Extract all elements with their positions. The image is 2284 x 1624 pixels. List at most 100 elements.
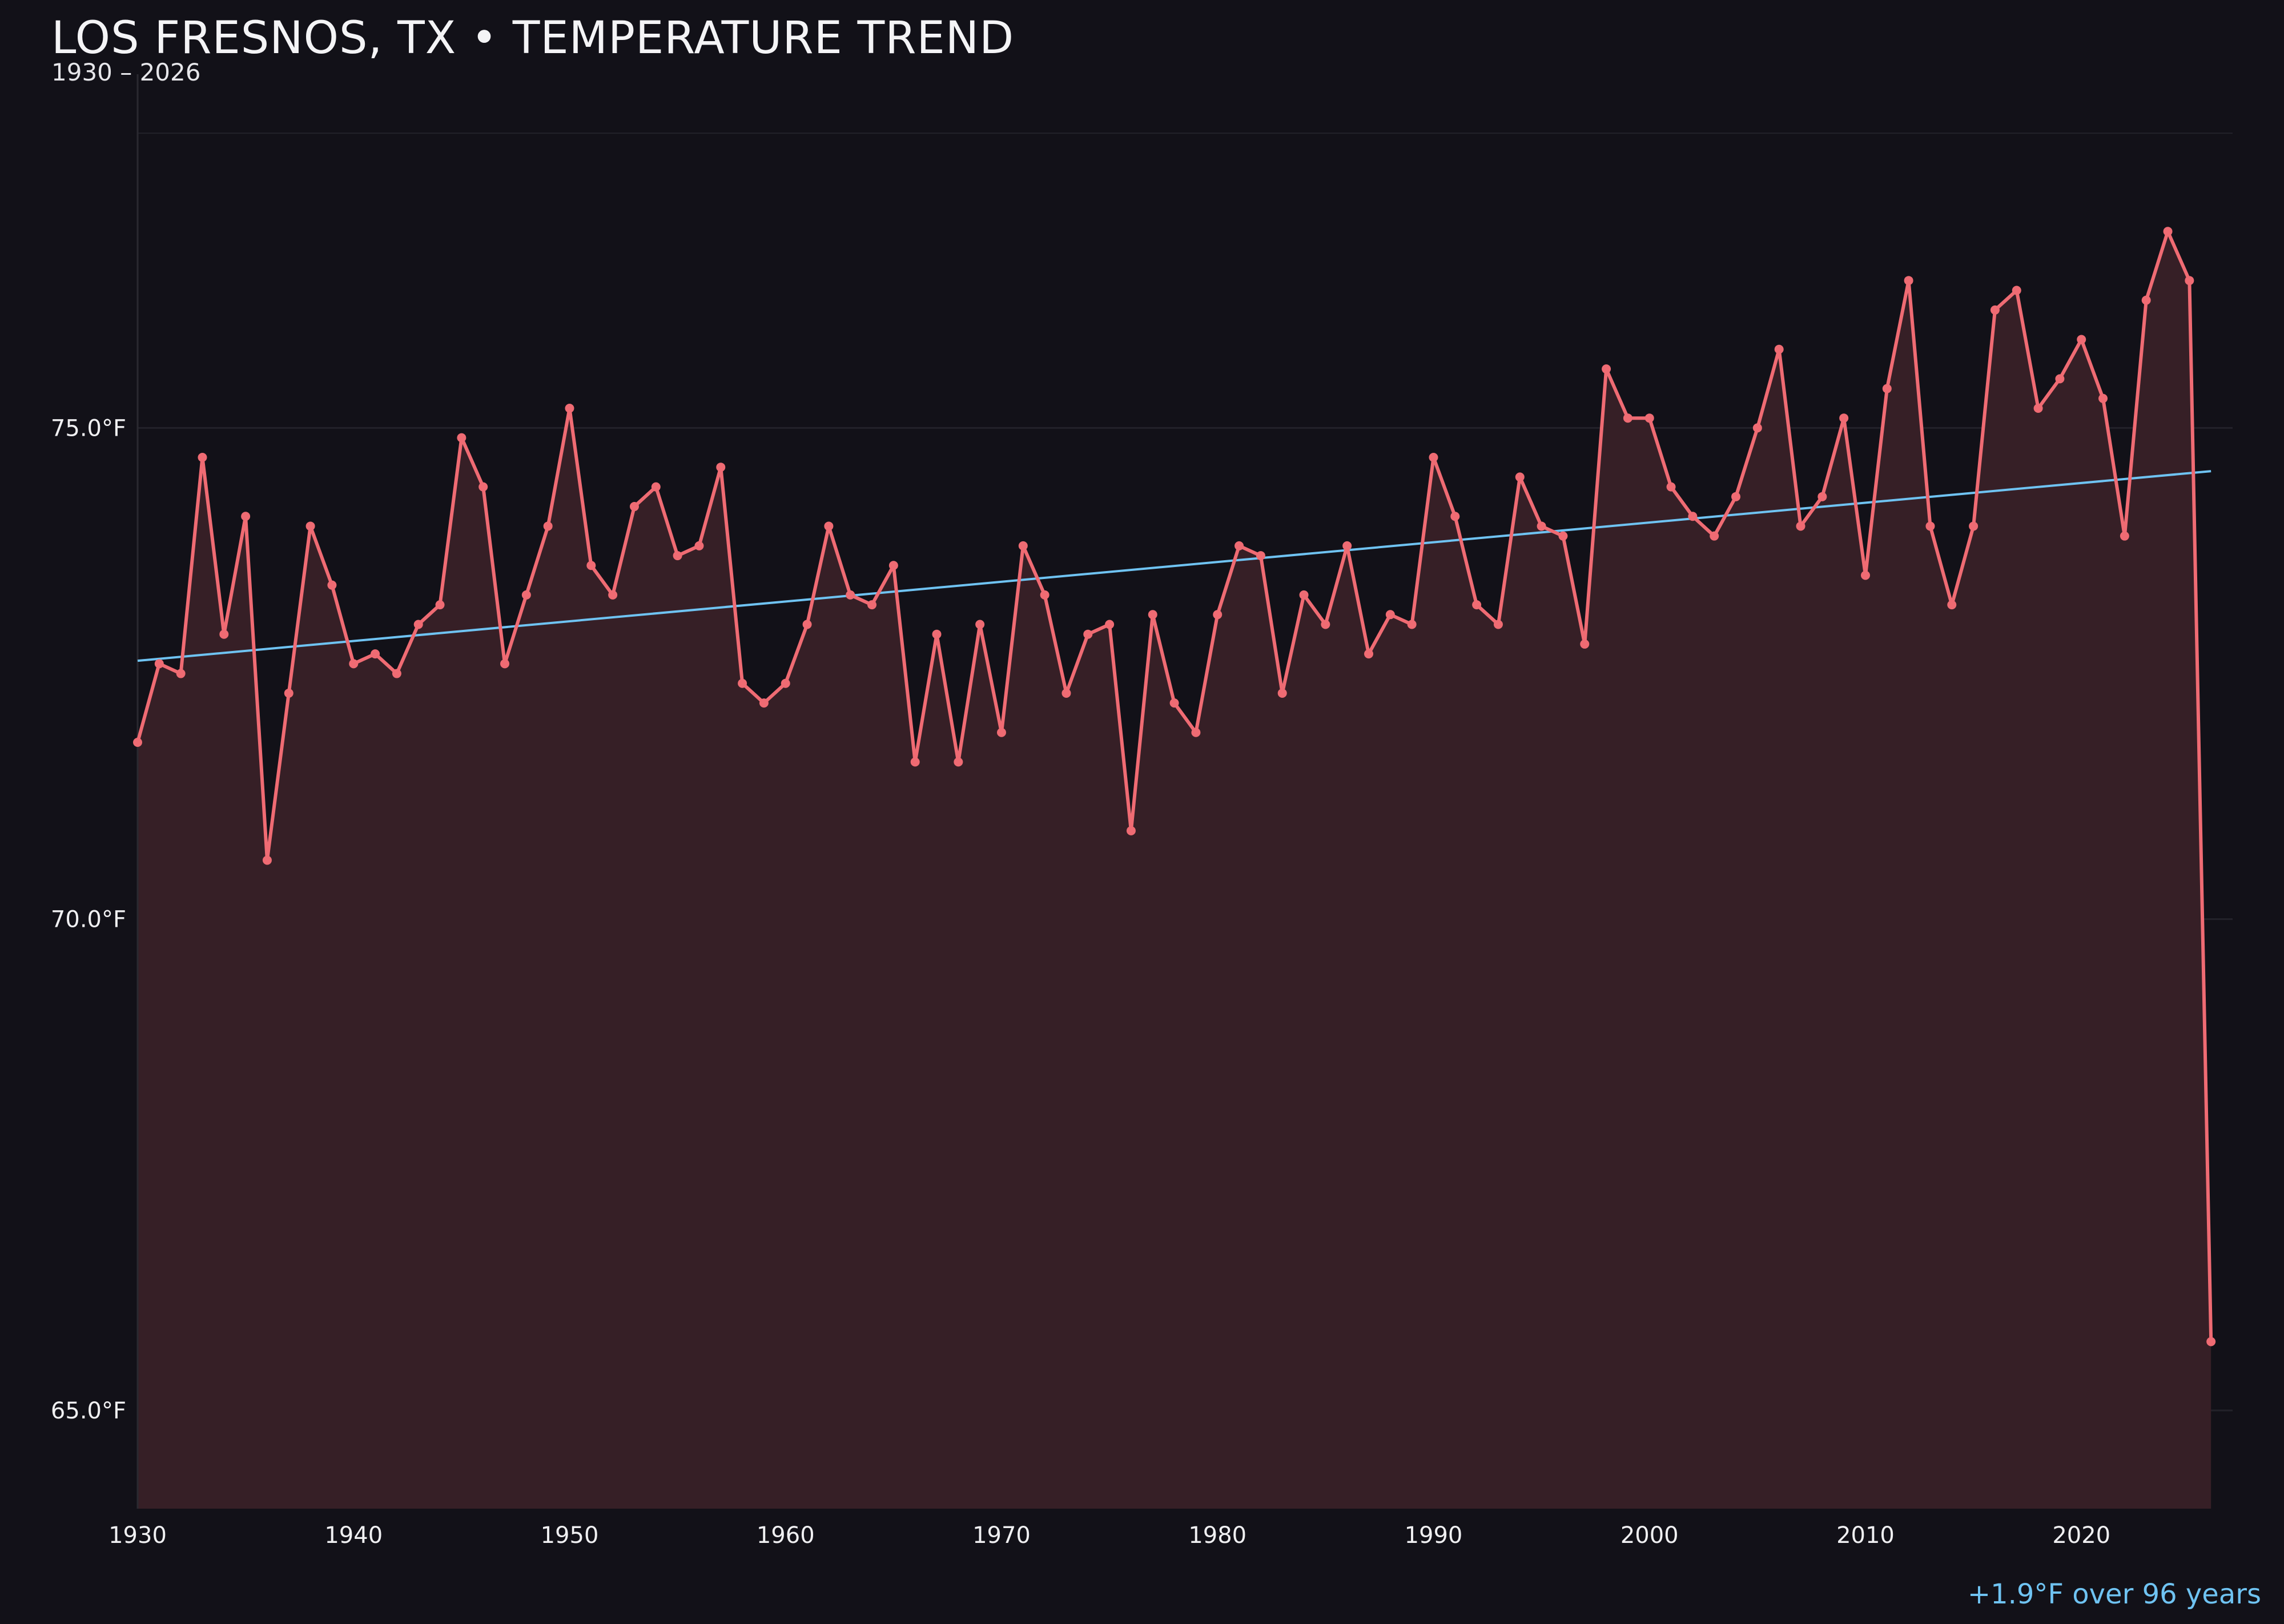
x-axis-ticks: 1930 1940 1950 1960 1970 1980 1990 2000 2010 2020 bbox=[108, 1522, 2110, 1549]
data-point-2010 bbox=[1860, 570, 1870, 580]
data-point-1989 bbox=[1407, 620, 1417, 629]
data-point-2007 bbox=[1796, 521, 1806, 531]
data-point-1951 bbox=[586, 561, 596, 570]
data-point-2019 bbox=[2055, 374, 2065, 384]
x-tick-label-1: 1940 bbox=[324, 1522, 383, 1549]
data-point-1947 bbox=[500, 659, 510, 669]
x-tick-label-0: 1930 bbox=[108, 1522, 167, 1549]
data-point-2026 bbox=[2206, 1337, 2216, 1346]
data-point-1986 bbox=[1342, 541, 1352, 550]
x-tick-label-3: 1960 bbox=[757, 1522, 815, 1549]
data-point-1993 bbox=[1493, 620, 1503, 629]
data-point-1967 bbox=[932, 629, 942, 639]
data-point-1997 bbox=[1580, 639, 1590, 649]
data-point-2015 bbox=[1969, 521, 1979, 531]
data-point-1954 bbox=[651, 482, 661, 492]
data-point-1985 bbox=[1321, 620, 1330, 629]
data-point-1955 bbox=[673, 551, 682, 561]
trend-layer bbox=[137, 470, 2211, 662]
x-tick-label-7: 2000 bbox=[1620, 1522, 1679, 1549]
data-point-2024 bbox=[2163, 227, 2173, 236]
data-point-1930 bbox=[133, 737, 142, 747]
data-point-2021 bbox=[2098, 393, 2108, 403]
data-point-1990 bbox=[1429, 453, 1438, 463]
data-point-1978 bbox=[1169, 698, 1179, 708]
data-point-1984 bbox=[1299, 590, 1309, 600]
data-point-1931 bbox=[154, 659, 164, 669]
data-point-1988 bbox=[1385, 610, 1395, 620]
y-tick-label-1: 70.0°F bbox=[51, 907, 126, 933]
data-point-1968 bbox=[954, 757, 963, 767]
data-point-1974 bbox=[1083, 629, 1093, 639]
area-layer bbox=[138, 231, 2211, 1509]
data-point-2020 bbox=[2077, 335, 2086, 344]
data-point-1945 bbox=[457, 433, 467, 443]
data-point-1982 bbox=[1256, 551, 1265, 561]
data-point-2008 bbox=[1817, 492, 1827, 501]
data-point-1935 bbox=[241, 512, 251, 521]
data-point-1969 bbox=[975, 620, 985, 629]
x-tick-label-4: 1970 bbox=[972, 1522, 1031, 1549]
data-point-1981 bbox=[1235, 541, 1244, 550]
data-point-1979 bbox=[1191, 727, 1201, 737]
data-point-2001 bbox=[1666, 482, 1676, 492]
data-point-1992 bbox=[1472, 600, 1482, 610]
x-tick-label-8: 2010 bbox=[1836, 1522, 1895, 1549]
chart-subtitle: 1930 – 2026 bbox=[51, 58, 201, 86]
data-point-1999 bbox=[1623, 413, 1632, 423]
series-area bbox=[138, 231, 2211, 1509]
data-point-1970 bbox=[996, 727, 1006, 737]
data-point-1965 bbox=[888, 561, 898, 570]
data-point-1983 bbox=[1277, 688, 1287, 698]
data-point-1964 bbox=[867, 600, 877, 610]
data-point-2004 bbox=[1731, 492, 1741, 501]
points-layer bbox=[133, 227, 2216, 1346]
data-point-1973 bbox=[1061, 688, 1071, 698]
data-point-1933 bbox=[198, 453, 207, 463]
x-tick-label-2: 1950 bbox=[541, 1522, 599, 1549]
chart-title: LOS FRESNOS, TX • TEMPERATURE TREND bbox=[51, 13, 1015, 64]
data-point-1957 bbox=[716, 463, 726, 472]
data-point-1934 bbox=[219, 629, 229, 639]
data-point-1938 bbox=[305, 521, 315, 531]
data-point-1949 bbox=[543, 521, 553, 531]
data-point-1972 bbox=[1040, 590, 1049, 600]
data-point-1963 bbox=[846, 590, 855, 600]
trend-summary: +1.9°F over 96 years bbox=[1967, 1578, 2261, 1610]
data-point-1976 bbox=[1126, 826, 1136, 835]
data-point-1948 bbox=[521, 590, 531, 600]
data-point-1961 bbox=[802, 620, 812, 629]
data-point-1952 bbox=[608, 590, 618, 600]
data-point-1959 bbox=[759, 698, 769, 708]
data-point-1946 bbox=[478, 482, 488, 492]
data-point-1991 bbox=[1450, 512, 1460, 521]
x-tick-label-6: 1990 bbox=[1405, 1522, 1463, 1549]
trend-line bbox=[137, 470, 2211, 662]
data-point-2013 bbox=[1925, 521, 1935, 531]
data-point-1956 bbox=[694, 541, 704, 550]
data-point-1975 bbox=[1105, 620, 1115, 629]
data-point-1971 bbox=[1018, 541, 1028, 550]
data-point-1994 bbox=[1515, 472, 1525, 482]
data-point-2023 bbox=[2141, 295, 2151, 305]
data-point-1939 bbox=[327, 580, 337, 590]
data-point-2014 bbox=[1947, 600, 1957, 610]
data-point-1950 bbox=[565, 403, 574, 413]
y-tick-label-0: 65.0°F bbox=[51, 1398, 126, 1424]
data-point-2017 bbox=[2012, 286, 2021, 295]
data-point-2016 bbox=[1990, 305, 2000, 315]
data-point-1980 bbox=[1213, 610, 1223, 620]
data-point-1953 bbox=[629, 502, 639, 512]
data-point-1966 bbox=[910, 757, 920, 767]
data-point-1996 bbox=[1558, 531, 1568, 541]
data-point-1932 bbox=[176, 669, 186, 678]
data-point-1943 bbox=[413, 620, 423, 629]
data-point-1958 bbox=[738, 678, 747, 688]
data-point-2022 bbox=[2120, 531, 2129, 541]
data-point-1941 bbox=[371, 649, 380, 659]
data-point-1944 bbox=[435, 600, 445, 610]
y-tick-label-2: 75.0°F bbox=[51, 415, 126, 441]
x-tick-label-9: 2020 bbox=[2052, 1522, 2110, 1549]
data-point-2003 bbox=[1710, 531, 1719, 541]
data-point-1940 bbox=[349, 659, 359, 669]
